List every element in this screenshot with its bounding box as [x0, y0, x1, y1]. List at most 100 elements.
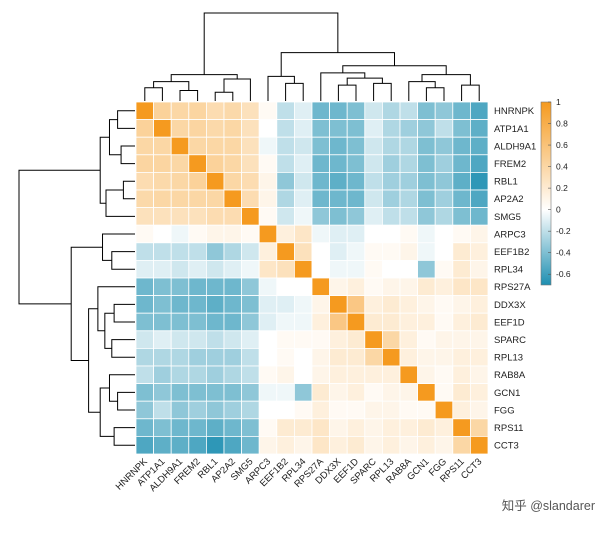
heatmap-cell-AP2A2-RPS11 — [452, 189, 471, 209]
heatmap-cell-FGG-RPL13 — [381, 400, 401, 420]
heatmap-cell-SPARC-FGG — [434, 330, 454, 349]
heatmap-cell-RPS11-HNRNPK — [135, 418, 155, 437]
heatmap-cell-ATP1A1-GCN1 — [417, 119, 436, 138]
heatmap-cell-EEF1D-FGG — [434, 312, 454, 332]
heatmap-cell-DDX3X-AP2A2 — [223, 295, 243, 314]
heatmap-cell-RBL1-GCN1 — [417, 171, 436, 191]
heatmap-cell-ATP1A1-RAB8A — [399, 119, 419, 138]
heatmap-cell-ATP1A1-FREM2 — [188, 119, 207, 138]
heatmap-cell-RPS11-ATP1A1 — [153, 418, 172, 437]
heatmap-cell-SPARC-EEF1B2 — [276, 330, 295, 349]
heatmap-cell-ARPC3-RPL34 — [293, 224, 313, 244]
heatmap-cell-CCT3-AP2A2 — [223, 435, 243, 455]
heatmap-cell-FGG-RAB8A — [399, 400, 419, 420]
heatmap-cell-SPARC-ALDH9A1 — [170, 330, 190, 349]
heatmap-cell-RPL13-RPL34 — [293, 347, 313, 367]
heatmap-cell-EEF1B2-DDX3X — [329, 242, 348, 261]
dendrogram-link — [99, 387, 115, 437]
heatmap-cell-SPARC-RPL34 — [293, 330, 313, 349]
heatmap-cell-RPL13-ATP1A1 — [153, 347, 172, 367]
heatmap-cell-RBL1-RPS11 — [452, 171, 471, 191]
heatmap-cell-SMG5-GCN1 — [417, 207, 436, 226]
heatmap-cell-RPL13-RPS27A — [311, 347, 331, 367]
heatmap-cell-GCN1-RAB8A — [399, 383, 419, 402]
heatmap-cell-FGG-ATP1A1 — [153, 400, 172, 420]
heatmap-cell-AP2A2-SPARC — [364, 189, 383, 209]
heatmap-cell-FGG-HNRNPK — [135, 400, 155, 420]
heatmap-cell-RPS27A-DDX3X — [329, 277, 348, 297]
heatmap-cell-SMG5-FREM2 — [188, 207, 207, 226]
heatmap-cell-SPARC-RPS27A — [311, 330, 331, 349]
heatmap-cell-GCN1-RPS11 — [452, 383, 471, 402]
dendrogram-link — [108, 374, 135, 402]
heatmap-cell-DDX3X-SMG5 — [241, 295, 260, 314]
heatmap-cell-RPL13-EEF1D — [346, 347, 366, 367]
dendrogram-link — [111, 339, 135, 358]
dendrogram-link — [320, 72, 366, 101]
heatmap-cell-GCN1-FREM2 — [188, 383, 207, 402]
heatmap-cell-GCN1-EEF1D — [346, 383, 366, 402]
heatmap-cell-SMG5-AP2A2 — [223, 207, 243, 226]
heatmap-cell-SMG5-SMG5 — [241, 207, 260, 226]
heatmap-cell-RBL1-ATP1A1 — [153, 171, 172, 191]
heatmap-cell-AP2A2-DDX3X — [329, 189, 348, 209]
heatmap-cell-RPS27A-GCN1 — [417, 277, 436, 297]
heatmap-cell-SPARC-EEF1D — [346, 330, 366, 349]
heatmap-cell-ALDH9A1-SPARC — [364, 136, 383, 156]
colorbar-tick-label: 0.6 — [556, 140, 568, 150]
heatmap-cell-FGG-FREM2 — [188, 400, 207, 420]
heatmap-cell-FGG-RPL34 — [293, 400, 313, 420]
heatmap-cell-EEF1B2-RAB8A — [399, 242, 419, 261]
heatmap-cell-ARPC3-SMG5 — [241, 224, 260, 244]
heatmap-cell-ARPC3-DDX3X — [329, 224, 348, 244]
heatmap-cell-RPL13-RPL13 — [381, 347, 401, 367]
heatmap-cell-CCT3-GCN1 — [417, 435, 436, 455]
heatmap-cell-RPL34-DDX3X — [329, 259, 348, 279]
heatmap-cell-HNRNPK-RPS27A — [311, 101, 331, 121]
heatmap-cell-EEF1B2-RPS27A — [311, 242, 331, 261]
heatmap-cell-FGG-RPS27A — [311, 400, 331, 420]
heatmap-cell-RBL1-FGG — [434, 171, 454, 191]
heatmap-cell-RBL1-EEF1B2 — [276, 171, 295, 191]
heatmap-cell-SMG5-ATP1A1 — [153, 207, 172, 226]
row-labels: HNRNPK ATP1A1 ALDH9A1 FREM2 RBL1 AP2A2 SMG5 ARP… — [494, 106, 536, 451]
heatmap-cell-EEF1D-RPL13 — [381, 312, 401, 332]
heatmap-cell-HNRNPK-FREM2 — [188, 101, 207, 121]
heatmap-cell-ARPC3-EEF1B2 — [276, 224, 295, 244]
dendrogram-link — [373, 82, 392, 101]
dendrogram-link — [105, 189, 135, 217]
heatmap-cell-EEF1D-EEF1B2 — [276, 312, 295, 332]
heatmap-cell-ALDH9A1-RAB8A — [399, 136, 419, 156]
dendrogram-link — [97, 286, 135, 332]
row-label-HNRNPK: HNRNPK — [494, 106, 535, 117]
dendrogram-link — [153, 81, 190, 91]
heatmap-cell-RPS11-RPS11 — [452, 418, 471, 437]
heatmap-cell-EEF1B2-FREM2 — [188, 242, 207, 261]
heatmap-cell-ALDH9A1-RBL1 — [205, 136, 225, 156]
heatmap-cell-RPL13-RAB8A — [399, 347, 419, 367]
heatmap-cell-FREM2-GCN1 — [417, 154, 436, 173]
heatmap-cell-ARPC3-ATP1A1 — [153, 224, 172, 244]
heatmap-cell-RPL34-RPS27A — [311, 259, 331, 279]
heatmap-cell-GCN1-RBL1 — [205, 383, 225, 402]
heatmap-cell-EEF1B2-ATP1A1 — [153, 242, 172, 261]
heatmap-cell-RPS11-AP2A2 — [223, 418, 243, 437]
heatmap-cell-RPL34-EEF1D — [346, 259, 366, 279]
heatmap-cell-RPL13-EEF1B2 — [276, 347, 295, 367]
dendrogram-link — [117, 110, 135, 129]
heatmap-cell-AP2A2-ARPC3 — [258, 189, 278, 209]
heatmap-cell-ARPC3-HNRNPK — [135, 224, 155, 244]
heatmap-cell-DDX3X-EEF1D — [346, 295, 366, 314]
row-label-RPL13: RPL13 — [494, 353, 523, 364]
colorbar-tick-label: -0.6 — [556, 269, 571, 279]
heatmap-cell-ARPC3-GCN1 — [417, 224, 436, 244]
heatmap-cell-RAB8A-RPL13 — [381, 365, 401, 385]
heatmap-cell-CCT3-DDX3X — [329, 435, 348, 455]
heatmap-cell-CCT3-ATP1A1 — [153, 435, 172, 455]
heatmap-cell-RBL1-SMG5 — [241, 171, 260, 191]
heatmap-cell-RPL13-AP2A2 — [223, 347, 243, 367]
heatmap-cell-ARPC3-ALDH9A1 — [170, 224, 190, 244]
heatmap-cell-RPL34-ATP1A1 — [153, 259, 172, 279]
heatmap-cell-RPS27A-AP2A2 — [223, 277, 243, 297]
heatmap-cell-RPL13-DDX3X — [329, 347, 348, 367]
